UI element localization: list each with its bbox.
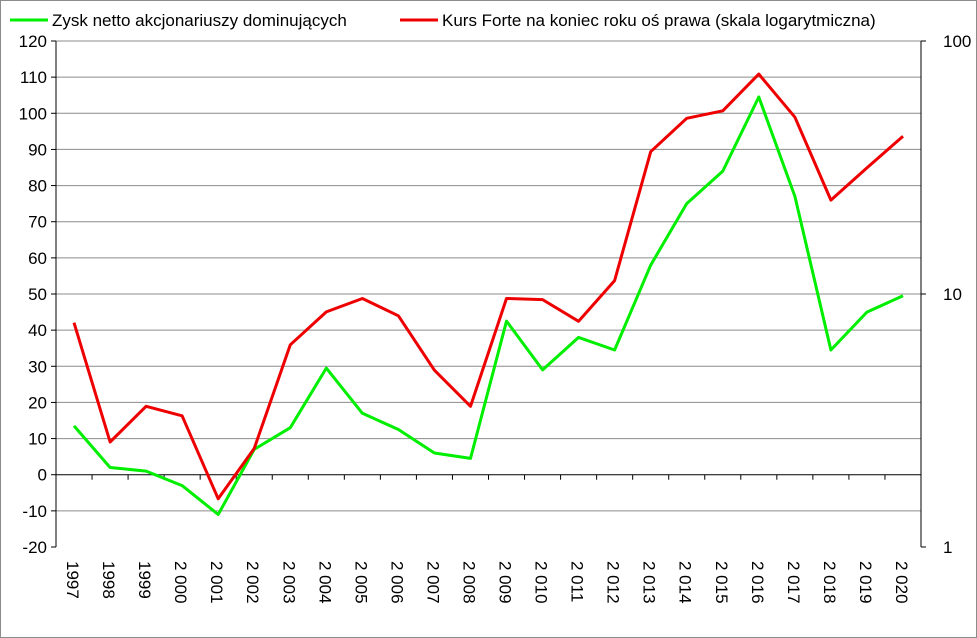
x-tick-label: 2 015: [712, 561, 731, 604]
x-tick-label: 2 008: [459, 561, 478, 604]
x-axis-tick-labels: 1997 1998 1999 2 000 2 001 2 002 2 003 2 004 2 0…: [63, 561, 911, 604]
x-tick-label: 2 012: [604, 561, 623, 604]
left-tick-label: 70: [28, 213, 47, 232]
x-tick-label: 1999: [135, 561, 154, 599]
x-tick-label: 2 016: [748, 561, 767, 604]
x-tick-label: 2 003: [279, 561, 298, 604]
left-axis-tick-labels: -20 -10 0 10 20 30 40 50 60 70 80 90 100 110 120: [19, 32, 47, 557]
x-tick-label: 2 020: [892, 561, 911, 604]
series-line-2: [72, 72, 904, 501]
right-tick-label: 10: [943, 285, 962, 304]
left-tick-label: 20: [28, 393, 47, 412]
legend-label-1: Zysk netto akcjonariuszy dominujących: [52, 11, 347, 30]
right-tick-label: 100: [943, 32, 971, 51]
left-tick-label: 60: [28, 249, 47, 268]
left-tick-label: -20: [22, 538, 47, 557]
x-tick-label: 2 018: [820, 561, 839, 604]
x-tick-label: 2 000: [171, 561, 190, 604]
legend-label-2: Kurs Forte na koniec roku oś prawa (skal…: [442, 11, 876, 30]
left-tick-label: 110: [20, 68, 47, 87]
x-tick-label: 2 019: [856, 561, 875, 604]
x-tick-label: 2 007: [423, 561, 442, 604]
left-tick-label: 10: [28, 430, 47, 449]
left-tick-label: 0: [38, 466, 47, 485]
x-tick-label: 2 011: [568, 561, 587, 602]
left-tick-label: 120: [19, 32, 47, 51]
series-line-1: [72, 95, 904, 516]
x-tick-label: 2 002: [243, 561, 262, 604]
left-tick-label: 40: [28, 321, 47, 340]
x-tick-label: 2 004: [315, 561, 334, 604]
x-tick-label: 2 017: [784, 561, 803, 604]
x-tick-label: 2 010: [532, 561, 551, 604]
x-tick-label: 1998: [99, 561, 118, 599]
left-tick-label: -10: [22, 502, 47, 521]
left-tick-label: 80: [28, 177, 47, 196]
right-axis-tick-labels: 1 10 100: [943, 32, 971, 557]
x-tick-label: 2 009: [496, 561, 515, 604]
x-tick-label: 2 014: [676, 561, 695, 604]
legend: Zysk netto akcjonariuszy dominujących Kur…: [10, 11, 876, 30]
x-tick-label: 2 006: [387, 561, 406, 604]
left-tick-label: 50: [28, 285, 47, 304]
series-lines: [72, 72, 904, 516]
right-tick-label: 1: [943, 538, 952, 557]
x-tick-label: 2 005: [351, 561, 370, 604]
x-tick-label: 2 013: [640, 561, 659, 604]
x-tick-label: 1997: [63, 561, 82, 599]
left-tick-label: 30: [28, 357, 47, 376]
x-tick-label: 2 001: [207, 561, 226, 604]
left-tick-label: 100: [19, 104, 47, 123]
axes: [51, 40, 926, 548]
left-tick-label: 90: [28, 140, 47, 159]
